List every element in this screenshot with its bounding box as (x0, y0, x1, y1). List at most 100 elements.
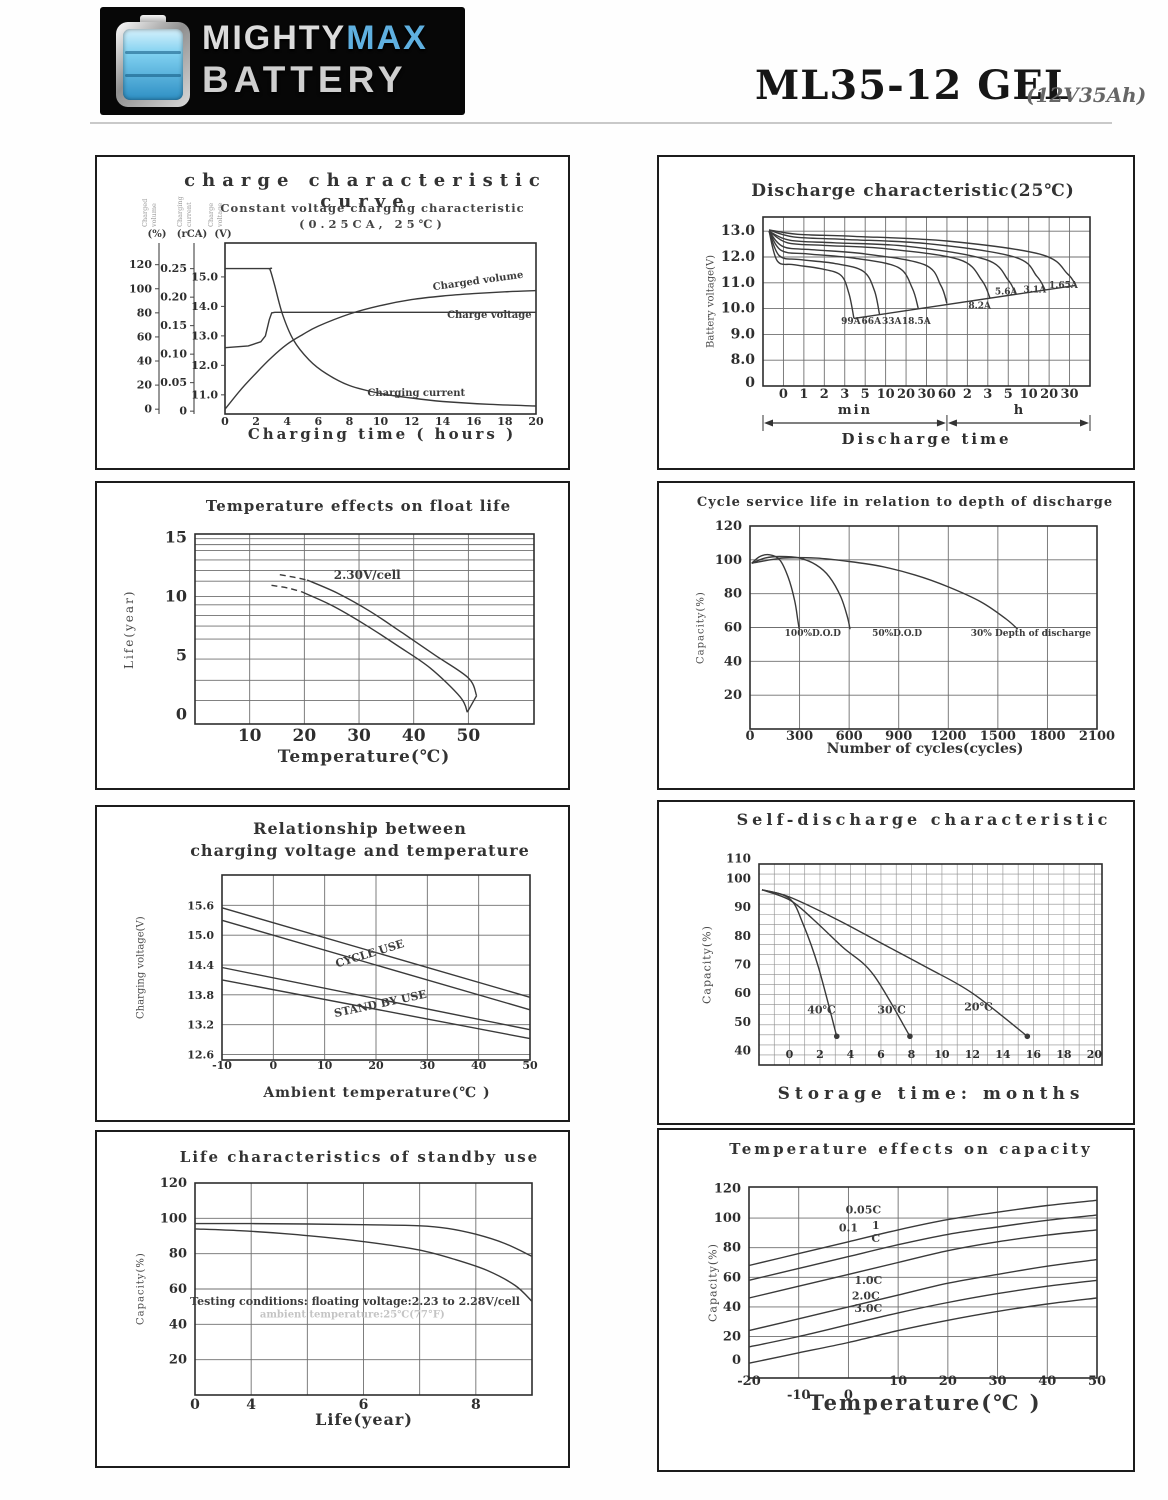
y-tick-label: 0 (745, 375, 755, 391)
x-tick-label: 0 (270, 1059, 278, 1072)
series-end-dot (1024, 1033, 1031, 1040)
header-divider (90, 122, 1112, 124)
x-tick-label: 0 (786, 1048, 794, 1061)
x-tick-label: 40 (1038, 1374, 1056, 1389)
charging-voltage-temperature-plot: -10 0 10 20 30 40 5015.615.014.413.813.212.6CY… (187, 874, 538, 1072)
annotation: 2.30V/cell (334, 568, 401, 582)
axis-tick-label: 0.15 (160, 319, 187, 332)
x-axis-label: Temperature(℃) (277, 747, 451, 767)
standby-life-plot: 0 4 6 8 120 100 80 60 40 20 Testing conditions: fl… (160, 1176, 533, 1413)
y-tick-label: 100 (726, 871, 751, 885)
series-path (748, 1297, 1098, 1364)
annotation: 30% Depth of discharge (971, 629, 1092, 639)
x-tick-label: 6 (314, 415, 322, 428)
series-path (224, 289, 537, 410)
plot-border (194, 533, 535, 725)
x-tick-label: 600 (836, 729, 863, 744)
x-tick-label: 30 (347, 726, 371, 746)
x-tick-label: 10 (1020, 387, 1038, 402)
annotation: 2.0C (852, 1290, 880, 1303)
x-tick-label: 20 (1040, 387, 1058, 402)
axis-tick-label: 0.25 (160, 262, 187, 275)
x-tick-label: 1800 (1029, 729, 1065, 744)
x-tick-label: 20 (293, 726, 317, 746)
y-tick-label: 60 (724, 621, 742, 636)
series-path (301, 591, 468, 713)
x-tick-label: 0 (844, 1388, 853, 1403)
annotation: 66A (862, 317, 883, 327)
x-tick-label: 30 (989, 1374, 1007, 1389)
series-path (221, 907, 531, 998)
y-axis-label: Battery voltage(V) (705, 254, 717, 349)
x-tick-label: 16 (466, 415, 482, 428)
battery-body-icon (116, 22, 190, 107)
y-axis-label: Capacity(%) (700, 925, 714, 1004)
annotation: 1.65A (1049, 281, 1079, 291)
x-tick-label: 8 (908, 1048, 916, 1061)
arrowhead-icon (1080, 419, 1089, 427)
series-path (761, 889, 1028, 1037)
y-tick-label: 40 (723, 1300, 741, 1315)
x-tick-label: 30 (917, 387, 935, 402)
y-tick-label: 0 (732, 1353, 741, 1368)
x-tick-label: 5 (861, 387, 870, 402)
series-path (768, 230, 919, 309)
series-path (768, 230, 948, 304)
x-tick-label: 0 (779, 387, 788, 402)
y-tick-label: 120 (715, 519, 742, 534)
x-tick-label: 20 (939, 1374, 957, 1389)
y-tick-label: 15.6 (187, 899, 214, 912)
axis-tick-label: 14.0 (191, 300, 218, 313)
annotation: 3.0C (854, 1302, 882, 1315)
chart-panel-self-discharge: 0 2 4 6 8 10 12 14 16 18 20 110 100 90 80 70 60 50 40 40℃ 30… (657, 800, 1135, 1125)
x-tick-label: 1 (799, 387, 808, 402)
arrowhead-icon (764, 419, 773, 427)
y-tick-label: 50 (734, 1015, 751, 1029)
series-path (279, 574, 308, 581)
y-tick-label: 0 (176, 705, 187, 724)
x-tick-label: -20 (737, 1374, 761, 1389)
x-tick-label: 18 (1056, 1048, 1072, 1061)
x-tick-label: -10 (787, 1388, 811, 1403)
time-unit-min: min (838, 403, 872, 418)
axis-tick-label: 0.20 (160, 291, 187, 304)
y-tick-label: 120 (160, 1176, 187, 1191)
plot-border (758, 863, 1103, 1066)
y-tick-label: 13.2 (187, 1019, 214, 1032)
annotation: 0.05C (846, 1204, 882, 1217)
y-tick-label: 15.0 (187, 929, 214, 942)
x-tick-label: 14 (435, 415, 451, 428)
annotation: 3.1A (1023, 286, 1047, 296)
x-tick-label: 10 (317, 1059, 333, 1072)
cycle-service-life-plot: 0 300 600 900 1200 1500 1800 2100 120 100 80 60 40 20… (715, 519, 1115, 744)
self-discharge-plot: 0 2 4 6 8 10 12 14 16 18 20 110 100 90 80 70 60 50 40 40℃ 30… (726, 851, 1103, 1066)
annotation: 20℃ (964, 1000, 993, 1013)
y-tick-label: 8.0 (731, 352, 756, 368)
plot-border (224, 242, 537, 415)
x-tick-label: 20 (897, 387, 915, 402)
series-path (748, 1279, 1098, 1348)
time-axis-caption: Discharge time (841, 430, 1011, 448)
y-tick-label: 120 (714, 1181, 741, 1196)
chart-subtitle-line2: (0.25CA, 25℃) (299, 217, 446, 231)
series-path (768, 230, 881, 315)
chart-panel-discharge-characteristic: 0 1 2 3 5 10 20 30 60 2 3 5 10 20 30 13.0 12.0 11.0 10.0 9.… (657, 155, 1135, 470)
annotation: 33A (882, 317, 903, 327)
annotation: ambient temperature:25℃(77°F) (260, 1309, 445, 1320)
x-tick-label: 10 (889, 1374, 907, 1389)
x-tick-label: -10 (212, 1059, 232, 1072)
axis-unit-label: (%) (148, 229, 167, 240)
chart-subtitle-line1: Constant voltage charging characteristic (220, 201, 525, 215)
annotation: 1.0C (854, 1274, 882, 1287)
x-tick-label: 8 (471, 1397, 481, 1413)
axis-tick-label: 0.10 (160, 348, 187, 361)
axis-tick-label: 11.0 (191, 388, 218, 401)
x-tick-label: 20 (1087, 1048, 1103, 1061)
y-tick-label: 40 (169, 1317, 187, 1332)
series-path (751, 555, 851, 630)
y-tick-label: 40 (724, 654, 742, 669)
chart-title: Temperature effects on float life (205, 497, 512, 515)
series-path (221, 919, 531, 1011)
annotation: 50%D.O.D (872, 629, 922, 639)
x-tick-label: 300 (786, 729, 813, 744)
